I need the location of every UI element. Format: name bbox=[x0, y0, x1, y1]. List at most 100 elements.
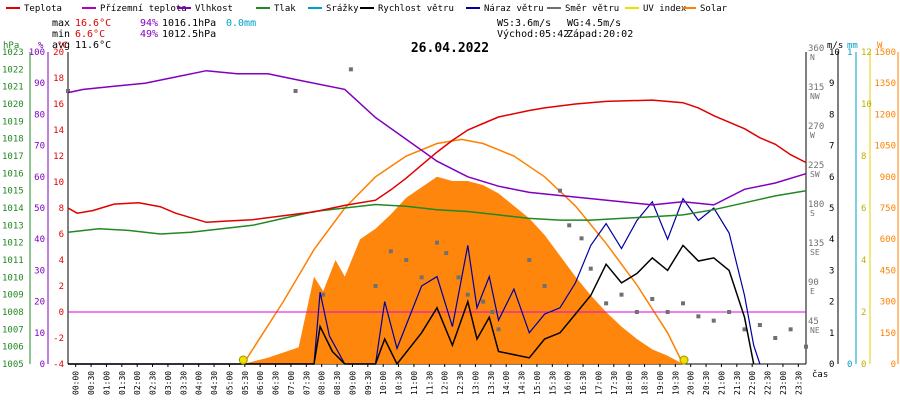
wind-dir-tick-6: 315 bbox=[808, 83, 824, 93]
solar-tick-4: 600 bbox=[880, 235, 896, 245]
uv-tick-4: 8 bbox=[861, 152, 866, 162]
wind-dir-point-22 bbox=[619, 292, 624, 297]
solar-tick-0: 0 bbox=[891, 360, 896, 370]
temperature-tick-8: 12 bbox=[53, 152, 64, 162]
x-tick-16: 08:00 bbox=[318, 371, 327, 395]
x-tick-1: 00:30 bbox=[87, 371, 96, 395]
wind-dir-label-4: SW bbox=[810, 170, 820, 179]
wind-dir-label-7: N bbox=[810, 53, 815, 62]
x-tick-2: 01:00 bbox=[102, 371, 111, 395]
pressure-tick-4: 1009 bbox=[2, 291, 24, 301]
pressure-tick-10: 1015 bbox=[2, 187, 24, 197]
x-tick-4: 02:00 bbox=[133, 371, 142, 395]
wind-dir-point-3 bbox=[348, 67, 353, 72]
wind-dir-point-34 bbox=[804, 344, 808, 349]
x-tick-9: 04:30 bbox=[210, 371, 219, 395]
humidity-tick-10: 100 bbox=[29, 48, 45, 58]
x-tick-11: 05:30 bbox=[241, 371, 250, 395]
x-tick-43: 21:30 bbox=[733, 371, 742, 395]
wind-dir-point-21 bbox=[604, 301, 609, 306]
wind-dir-tick-4: 225 bbox=[808, 161, 824, 171]
humidity-tick-3: 30 bbox=[34, 266, 45, 276]
wind-dir-tick-3: 180 bbox=[808, 200, 824, 210]
x-tick-39: 19:30 bbox=[671, 371, 680, 395]
stat-max-label: max bbox=[52, 18, 70, 29]
stat-max-hum: 94% bbox=[140, 18, 158, 29]
stat-avg-temp: 11.6°C bbox=[75, 40, 111, 51]
solar-max-line bbox=[242, 138, 684, 365]
x-tick-42: 21:00 bbox=[717, 371, 726, 395]
x-tick-6: 03:00 bbox=[164, 371, 173, 395]
x-tick-21: 10:30 bbox=[395, 371, 404, 395]
pressure-line bbox=[67, 189, 807, 235]
unit-degc: °C bbox=[57, 41, 68, 51]
wind-dir-point-6 bbox=[404, 258, 409, 262]
humidity-tick-4: 40 bbox=[34, 235, 45, 245]
wind-dir-point-7 bbox=[419, 275, 424, 280]
uv-tick-1: 2 bbox=[861, 308, 866, 318]
temperature-tick-0: -4 bbox=[53, 360, 64, 370]
stat-min-hum: 49% bbox=[140, 29, 158, 40]
wind-dir-point-4 bbox=[373, 284, 378, 288]
pressure-tick-18: 1023 bbox=[2, 48, 24, 58]
solar-tick-2: 300 bbox=[880, 298, 896, 308]
wind-dir-point-15 bbox=[527, 258, 532, 262]
pressure-tick-2: 1007 bbox=[2, 325, 24, 335]
pressure-tick-5: 1010 bbox=[2, 273, 24, 283]
x-tick-37: 18:30 bbox=[641, 371, 650, 395]
temperature-tick-2: 0 bbox=[59, 308, 64, 318]
x-tick-22: 11:00 bbox=[410, 371, 419, 395]
solar-tick-6: 900 bbox=[880, 173, 896, 183]
solar-tick-5: 750 bbox=[880, 204, 896, 214]
solar-tick-7: 1050 bbox=[874, 142, 896, 152]
date-title: 26.04.2022 bbox=[411, 41, 489, 56]
x-tick-34: 17:00 bbox=[594, 371, 603, 395]
x-tick-3: 01:30 bbox=[118, 371, 127, 395]
x-tick-31: 15:30 bbox=[548, 371, 557, 395]
wind-dir-point-23 bbox=[634, 310, 639, 314]
pressure-tick-8: 1013 bbox=[2, 221, 24, 231]
pressure-tick-12: 1017 bbox=[2, 152, 24, 162]
wind-dir-point-10 bbox=[456, 275, 461, 280]
x-tick-35: 17:30 bbox=[610, 371, 619, 395]
wind-dir-point-19 bbox=[579, 236, 584, 241]
humidity-tick-9: 90 bbox=[34, 79, 45, 89]
wind-tick-2: 2 bbox=[829, 298, 834, 308]
temperature-tick-5: 6 bbox=[59, 230, 64, 240]
x-axis-unit: čas bbox=[812, 369, 828, 380]
rain-tick-1: 1 bbox=[847, 48, 852, 58]
wind-dir-point-1 bbox=[293, 89, 298, 93]
rain-tick-0: 0 bbox=[847, 360, 852, 370]
x-tick-19: 09:30 bbox=[364, 371, 373, 395]
x-tick-33: 16:30 bbox=[579, 371, 588, 395]
x-tick-13: 06:30 bbox=[272, 371, 281, 395]
wind-dir-label-1: E bbox=[810, 287, 815, 296]
wind-tick-5: 5 bbox=[829, 204, 834, 214]
wind-dir-tick-2: 135 bbox=[808, 239, 824, 249]
x-tick-28: 14:00 bbox=[502, 371, 511, 395]
solar-tick-1: 150 bbox=[880, 329, 896, 339]
uv-tick-5: 10 bbox=[861, 100, 872, 110]
x-tick-8: 04:00 bbox=[195, 371, 204, 395]
wind-dir-tick-0: 45 bbox=[808, 317, 819, 327]
x-tick-24: 12:00 bbox=[441, 371, 450, 395]
wind-dir-point-26 bbox=[681, 301, 685, 306]
x-tick-14: 07:00 bbox=[287, 371, 296, 395]
wind-dir-tick-7: 360 bbox=[808, 44, 824, 54]
humidity-tick-2: 20 bbox=[34, 298, 45, 308]
sunset-time: Západ:20:02 bbox=[567, 28, 633, 40]
stat-min-label: min bbox=[52, 29, 70, 40]
legend-label-5: Rychlost větru bbox=[378, 4, 454, 14]
pressure-tick-14: 1019 bbox=[2, 117, 24, 127]
plot-area bbox=[66, 67, 808, 366]
legend-label-3: Tlak bbox=[274, 4, 296, 14]
humidity-tick-1: 10 bbox=[34, 329, 45, 339]
pressure-tick-17: 1022 bbox=[2, 65, 24, 75]
wind-tick-9: 9 bbox=[829, 79, 834, 89]
wind-dir-point-14 bbox=[496, 327, 501, 332]
wind-dir-tick-1: 90 bbox=[808, 278, 819, 288]
wind-tick-7: 7 bbox=[829, 142, 834, 152]
wind-ws: WS:3.6m/s bbox=[497, 18, 551, 29]
solar-tick-3: 450 bbox=[880, 266, 896, 276]
